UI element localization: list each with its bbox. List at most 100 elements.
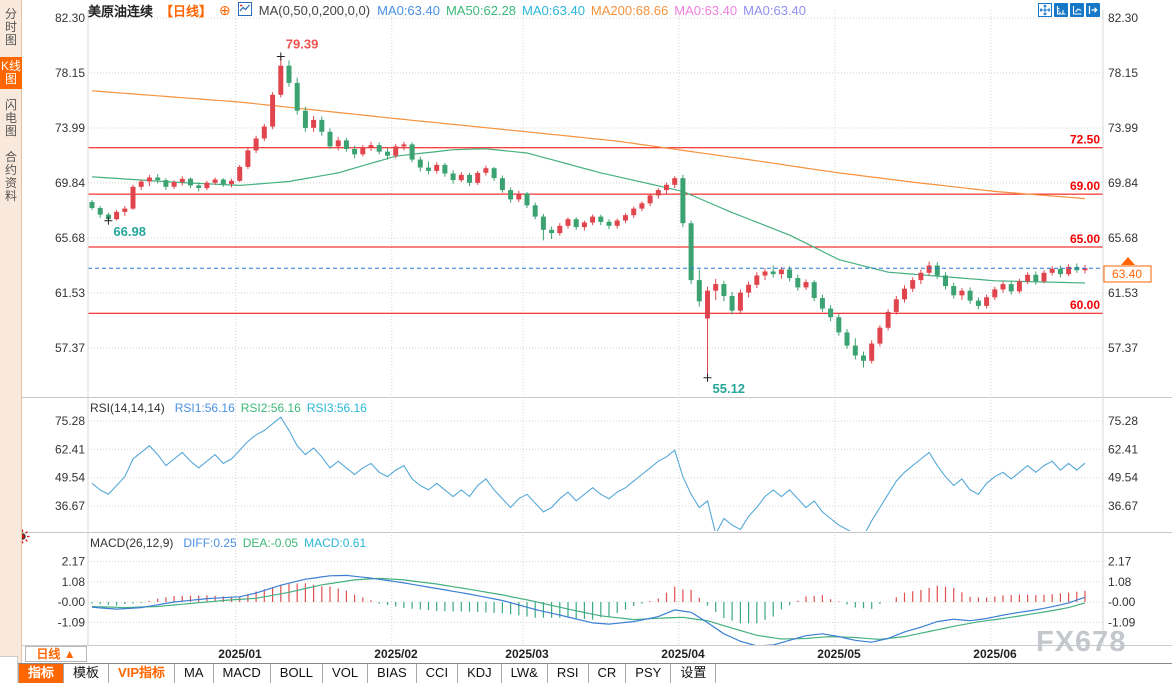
sidebar-item-intraday[interactable]: 分时图 <box>4 7 17 47</box>
axis-label: 60.00 <box>1070 298 1100 312</box>
last-price-tag: 63.40 <box>1103 257 1152 283</box>
price-annotation: 79.39 <box>276 37 319 61</box>
macd-value: MACD:0.61 <box>304 536 367 550</box>
svg-text:55.12: 55.12 <box>713 381 746 396</box>
axis-label: -1.09 <box>1108 615 1136 629</box>
rsi-value: RSI3:56.16 <box>306 401 367 415</box>
chart-header: 美原油连续 【日线】 ⊕ MA(0,50,0,200,0,0) MA0:63.4… <box>88 0 812 20</box>
ma-value: MA0:63.40 <box>674 2 738 18</box>
axis-label: 61.53 <box>55 286 85 300</box>
macd-value: DEA:-0.05 <box>242 536 299 550</box>
pan-right-icon[interactable] <box>1086 3 1100 17</box>
circle-plus-icon[interactable]: ⊕ <box>219 2 231 18</box>
price-annotation: 55.12 <box>703 373 746 396</box>
tab-bias[interactable]: BIAS <box>368 664 417 683</box>
tab-rsi[interactable]: RSI <box>548 664 589 683</box>
macd-panel-header: MACD(26,12,9) DIFF:0.25 DEA:-0.05 MACD:0.6… <box>90 536 372 550</box>
rsi-panel-header: RSI(14,14,14) RSI1:56.16 RSI2:56.16 RSI3:5… <box>90 401 373 415</box>
x-axis-label: 2025/01 <box>218 647 262 661</box>
svg-text:66.98: 66.98 <box>113 224 146 239</box>
svg-text:79.39: 79.39 <box>286 37 319 52</box>
indicator-tab-bar: 指标 模板 VIP指标 MA MACD BOLL VOL BIAS CCI KDJ LW& RSI CR… <box>18 663 1172 683</box>
axis-label: 49.54 <box>1108 471 1138 485</box>
sidebar-bottom-panel <box>0 656 18 683</box>
axis-label: 1.08 <box>1108 575 1132 589</box>
x-axis-label: 2025/06 <box>973 647 1017 661</box>
axis-label: 2.17 <box>62 554 86 568</box>
axis-label: 82.30 <box>55 11 85 25</box>
tab-lw[interactable]: LW& <box>502 664 548 683</box>
ma-value: MA0:63.40 <box>522 2 585 18</box>
auto-fit-icon[interactable] <box>1054 3 1068 17</box>
watermark: FX678 <box>1036 626 1127 658</box>
axis-label: 65.68 <box>1108 231 1138 245</box>
axis-label: -1.09 <box>58 615 86 629</box>
left-sidebar: 分时图 K线图 闪电图 合约资料 <box>0 0 22 683</box>
rsi-title: RSI(14,14,14) <box>90 401 165 415</box>
axis-label: 61.53 <box>1108 286 1138 300</box>
ma-value: MA0:63.40 <box>377 2 440 18</box>
candles-layer <box>89 56 1088 378</box>
axis-label: 78.15 <box>55 66 85 80</box>
ma-formula: MA(0,50,0,200,0,0) <box>258 2 371 18</box>
ma-value: MA50:62.28 <box>445 2 517 18</box>
svg-text:63.40: 63.40 <box>1112 267 1142 281</box>
axis-label: 69.84 <box>55 176 85 190</box>
ma-value: MA200:68.66 <box>590 2 669 18</box>
rsi-line <box>91 416 1086 531</box>
axis-label: 78.15 <box>1108 66 1138 80</box>
tab-boll[interactable]: BOLL <box>271 664 324 683</box>
ma-lines-layer <box>91 90 1086 284</box>
axis-label: 62.41 <box>55 442 85 456</box>
axis-label: -0.00 <box>58 595 86 609</box>
axis-label: 2.17 <box>1108 554 1132 568</box>
rsi-value: RSI1:56.16 <box>174 401 235 415</box>
axis-label: 72.50 <box>1070 133 1100 147</box>
crosshair-icon[interactable] <box>1038 3 1052 17</box>
tab-vip-indicator[interactable]: VIP指标 <box>109 664 175 683</box>
axis-label: 36.67 <box>1108 499 1138 513</box>
price-annotation: 66.98 <box>104 216 146 239</box>
x-axis-label: 2025/03 <box>505 647 549 661</box>
axis-label: 62.41 <box>1108 442 1138 456</box>
tab-macd[interactable]: MACD <box>214 664 271 683</box>
axis-label: 65.68 <box>55 231 85 245</box>
x-axis-label: 2025/02 <box>374 647 418 661</box>
tab-psy[interactable]: PSY <box>626 664 672 683</box>
tab-settings[interactable]: 设置 <box>671 664 717 683</box>
rsi-value: RSI2:56.16 <box>240 401 301 415</box>
tab-indicator[interactable]: 指标 <box>18 664 65 683</box>
tab-kdj[interactable]: KDJ <box>458 664 502 683</box>
sidebar-item-contract-info[interactable]: 合约资料 <box>4 150 17 203</box>
tab-vol[interactable]: VOL <box>323 664 369 683</box>
chart-toolbar <box>1038 3 1100 17</box>
axis-label: 65.00 <box>1070 232 1100 246</box>
sidebar-item-kline[interactable]: K线图 <box>0 57 22 89</box>
sidebar-item-flash[interactable]: 闪电图 <box>4 98 17 138</box>
axis-label: -0.00 <box>1108 595 1136 609</box>
axis-label: 73.99 <box>1108 121 1138 135</box>
macd-value: DIFF:0.25 <box>183 536 237 550</box>
axis-label: 75.28 <box>55 414 85 428</box>
axis-label: 49.54 <box>55 471 85 485</box>
period-selector-button[interactable]: 日线 ▲ <box>25 646 87 662</box>
ma-values: MA0:63.40 MA50:62.28 MA0:63.40 MA200:68.66 M… <box>377 3 812 18</box>
tab-template[interactable]: 模板 <box>64 664 110 683</box>
tab-cci[interactable]: CCI <box>417 664 459 683</box>
axis-label: 73.99 <box>55 121 85 135</box>
tab-ma[interactable]: MA <box>175 664 214 683</box>
axis-label: 36.67 <box>55 499 85 513</box>
axis-label: 82.30 <box>1108 11 1138 25</box>
axis-label: 57.37 <box>55 341 85 355</box>
x-axis-label: 2025/04 <box>661 647 705 661</box>
axis-label: 69.00 <box>1070 179 1100 193</box>
period-label: 【日线】 <box>160 3 213 19</box>
macd-title: MACD(26,12,9) <box>90 536 174 550</box>
tab-cr[interactable]: CR <box>589 664 627 683</box>
symbol-name: 美原油连续 <box>88 3 154 19</box>
macd-values: DIFF:0.25 DEA:-0.05 MACD:0.61 <box>183 536 372 550</box>
kline-chart-icon <box>237 1 252 19</box>
axis-scale-icon[interactable] <box>1070 3 1084 17</box>
